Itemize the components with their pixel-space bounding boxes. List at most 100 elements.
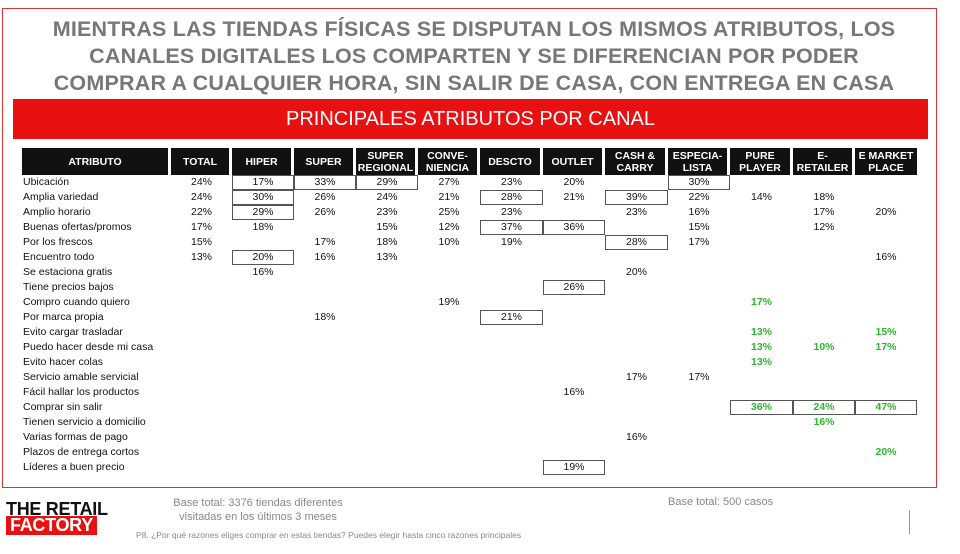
section-banner: PRINCIPALES ATRIBUTOS POR CANAL [13,99,928,139]
table-cell [171,430,232,445]
table-cell [543,400,605,415]
table-cell: 17% [688,371,710,383]
column-header: CONVE- NIENCIA [418,148,480,175]
table-cell: 23% [500,206,522,218]
table-cell: 29% [232,205,294,220]
table-cell [730,220,793,235]
table-cell: 16% [688,206,710,218]
table-cell [418,250,480,265]
table-cell [855,370,917,385]
table-cell: 27% [438,176,460,188]
table-cell [171,445,232,460]
table-cell [668,280,730,295]
table-row: Por marca propia 18% 21% [22,310,917,325]
table-cell [730,280,793,295]
table-cell: 17% [190,221,212,233]
table-cell: 24% [793,400,855,415]
column-header: E- RETAILER [793,148,855,175]
table-cell [232,295,294,310]
table-cell: 36% [543,220,605,235]
table-cell [480,340,543,355]
attribute-label: Por marca propia [23,311,104,323]
table-cell [668,445,730,460]
table-cell [232,325,294,340]
table-cell [730,445,793,460]
attribute-label: Puedo hacer desde mi casa [23,341,154,353]
table-cell [543,445,605,460]
table-cell: 16% [252,266,274,278]
table-cell: 30% [668,175,730,190]
table-cell: 28% [605,235,668,250]
table-cell [171,340,232,355]
base-note-line: visitadas en los últimos 3 meses [179,511,337,523]
table-row: Amplio horario 22% 29% 26% 23% 25% 23% 23% 16% 17… [22,205,917,220]
table-cell [171,325,232,340]
table-cell [730,430,793,445]
table-cell: 23% [625,206,647,218]
table-cell: 24% [190,191,212,203]
table-cell [605,355,668,370]
attribute-label: Evito cargar trasladar [23,326,123,338]
table-cell [543,355,605,370]
table-cell: 22% [688,191,710,203]
table-cell [730,385,793,400]
attribute-label: Fácil hallar los productos [23,386,140,398]
table-cell [605,280,668,295]
table-cell [356,355,418,370]
table-cell [668,355,730,370]
table-cell [294,340,356,355]
table-cell [294,430,356,445]
table-cell [480,400,543,415]
column-header-text: PLAYER [739,161,781,174]
table-cell: 47% [855,400,917,415]
table-cell [171,355,232,370]
table-cell [232,280,294,295]
table-cell: 18% [252,221,274,233]
table-cell [668,265,730,280]
column-header: CASH & CARRY [605,148,668,175]
table-cell [356,445,418,460]
table-cell [171,400,232,415]
table-cell: 18% [376,236,398,248]
attribute-label: Servicio amable servicial [23,371,139,383]
table-cell [480,460,543,475]
table-cell [356,295,418,310]
column-header: ESPECIA- LISTA [668,148,730,175]
table-cell: 18% [813,191,835,203]
table-cell [605,400,668,415]
table-cell [294,325,356,340]
table-cell [605,340,668,355]
table-cell [171,460,232,475]
table-cell [605,460,668,475]
table-cell [543,415,605,430]
attribute-label: Evito hacer colas [23,356,103,368]
table-cell [605,250,668,265]
table-cell: 29% [356,175,418,190]
table-cell: 13% [750,356,772,368]
table-cell [418,370,480,385]
table-cell [418,385,480,400]
column-header: TOTAL [171,148,232,175]
attribute-label: Comprar sin salir [23,401,103,413]
table-cell [294,355,356,370]
table-cell: 16% [625,431,647,443]
column-header: DESCTO [480,148,543,175]
table-cell [543,295,605,310]
table-cell [232,310,294,325]
table-cell [855,310,917,325]
table-cell [418,340,480,355]
table-cell [793,235,855,250]
table-cell [730,310,793,325]
table-cell: 26% [314,191,336,203]
table-cell: 20% [625,266,647,278]
table-cell: 33% [294,175,356,190]
base-note-right: Base total: 500 casos [668,496,774,508]
table-cell [793,265,855,280]
table-cell [294,460,356,475]
table-cell [793,310,855,325]
table-cell: 25% [438,206,460,218]
table-cell [418,310,480,325]
table-cell: 39% [605,190,668,205]
table-header-row: ATRIBUTO TOTAL HIPER SUPER SUPER REGIONAL CONV… [22,148,917,175]
table-cell [793,295,855,310]
